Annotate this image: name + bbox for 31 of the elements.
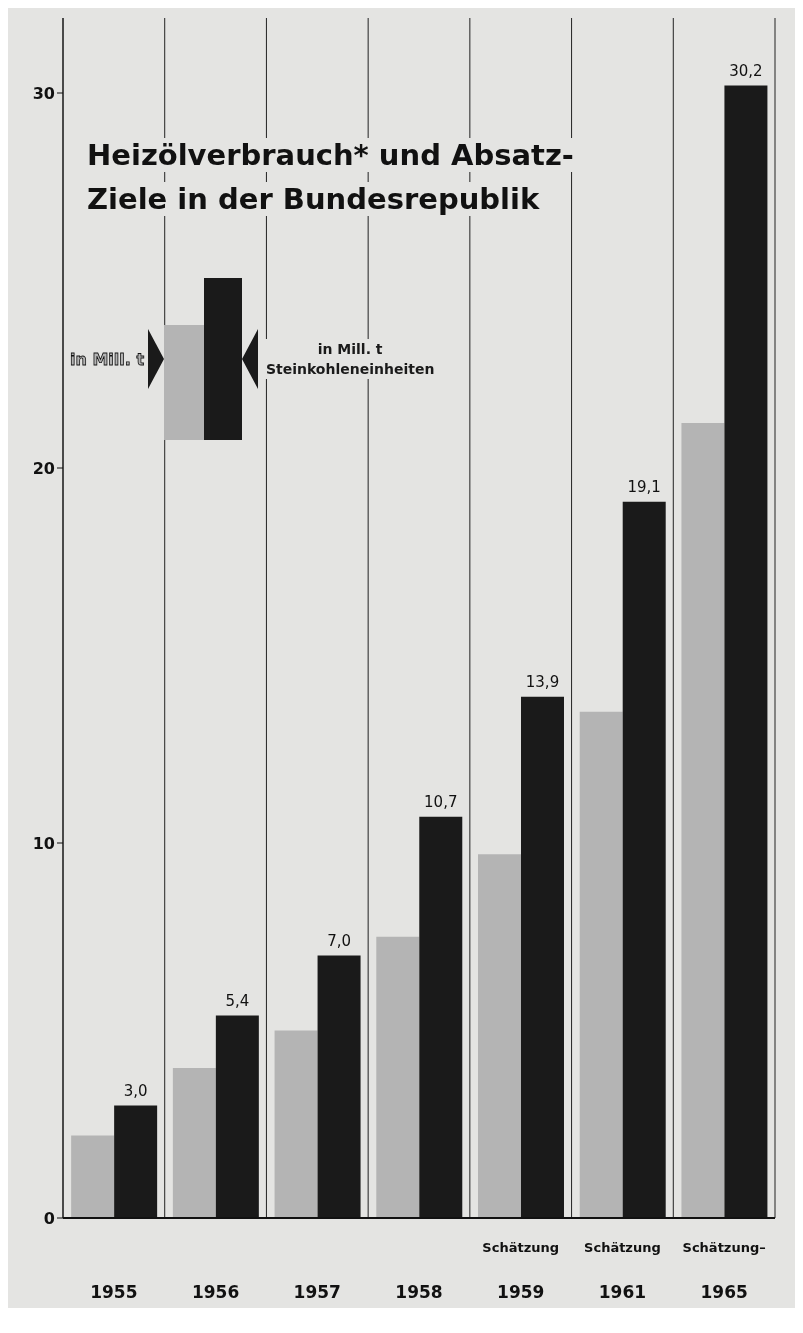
bar	[477, 854, 521, 1218]
text: Schätzung	[482, 1240, 560, 1255]
x-tick-label: 1958	[395, 1282, 443, 1302]
bar	[681, 423, 725, 1218]
data-label: 7,0	[327, 931, 351, 950]
bar	[71, 1135, 115, 1218]
y-tick-label: 20	[32, 458, 55, 478]
text: in Mill. t	[68, 349, 147, 369]
text: Heizölverbrauch* und Absatz-Ziele in der Bundesrepublik	[83, 138, 578, 216]
text: Schätzung	[584, 1240, 661, 1255]
bar	[376, 936, 420, 1218]
data-label: 5,4	[225, 991, 250, 1010]
data-label: 19,1	[627, 477, 661, 496]
data-label: 10,7	[424, 792, 458, 811]
x-tick-label: 1955	[90, 1282, 138, 1302]
y-tick-label: 0	[43, 1208, 55, 1228]
x-tick-label: 1965	[700, 1282, 748, 1302]
y-tick-label: 10	[32, 833, 55, 853]
data-label: 13,9	[525, 672, 560, 691]
x-tick-label: 1957	[293, 1282, 341, 1302]
y-tick-label: 30	[32, 83, 55, 103]
data-label: 30,2	[729, 61, 763, 80]
data-label: 3,0	[123, 1081, 148, 1100]
bar	[274, 1030, 318, 1218]
x-tick-label: 1961	[598, 1282, 647, 1302]
bar	[579, 711, 623, 1218]
x-tick-label: 1956	[191, 1282, 240, 1302]
bar	[172, 1068, 216, 1218]
text: in Mill. t Steinkohleneinheiten	[260, 339, 441, 379]
text: Schätzung–	[682, 1240, 766, 1255]
x-tick-label: 1959	[497, 1282, 545, 1302]
